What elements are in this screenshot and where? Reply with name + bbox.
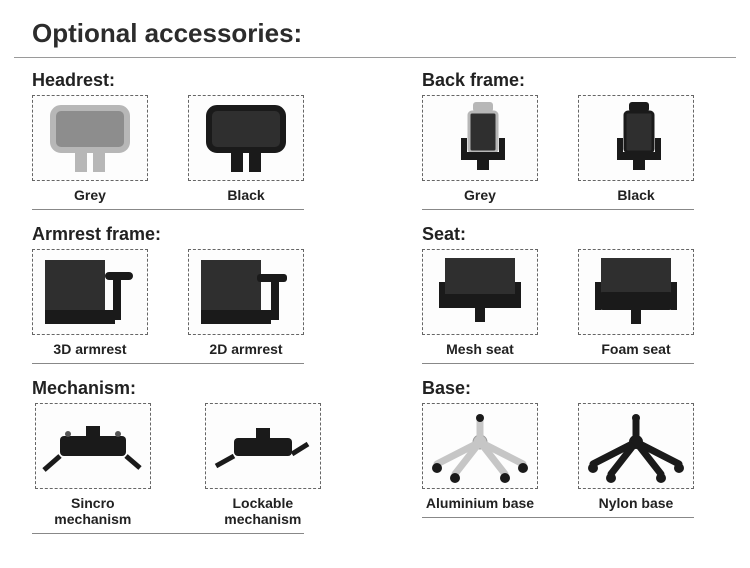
right-section-1: Seat: Mesh seat Foam seat: [422, 224, 722, 364]
option-item: Sincro mechanism: [32, 403, 154, 527]
option-label: Mesh seat: [446, 341, 514, 357]
seat-mesh-icon: [422, 249, 538, 335]
right-column: Back frame: Grey Black Seat: Mesh seat Foam s…: [422, 70, 722, 548]
page-title: Optional accessories:: [32, 18, 736, 49]
option-row: Mesh seat Foam seat: [422, 249, 722, 357]
option-item: Nylon base: [578, 403, 694, 511]
backframe-black-icon: [578, 95, 694, 181]
section-divider: [32, 363, 304, 364]
mech-lockable-icon: [205, 403, 321, 489]
option-item: 3D armrest: [32, 249, 148, 357]
option-row: Grey Black: [422, 95, 722, 203]
section-title: Back frame:: [422, 70, 722, 91]
option-row: Sincro mechanism Lockable mechanism: [32, 403, 332, 527]
option-label: 3D armrest: [53, 341, 126, 357]
section-title: Seat:: [422, 224, 722, 245]
section-divider: [422, 209, 694, 210]
section-title: Armrest frame:: [32, 224, 332, 245]
option-label: Lockable mechanism: [194, 495, 332, 527]
left-column: Headrest: Grey Black Armrest frame: 3D armre…: [32, 70, 332, 548]
mech-sincro-icon: [35, 403, 151, 489]
section-divider: [422, 517, 694, 518]
base-nylon-icon: [578, 403, 694, 489]
option-item: Lockable mechanism: [194, 403, 332, 527]
left-section-0: Headrest: Grey Black: [32, 70, 332, 210]
option-item: 2D armrest: [188, 249, 304, 357]
seat-foam-icon: [578, 249, 694, 335]
option-item: Black: [578, 95, 694, 203]
left-section-2: Mechanism: Sincro mechanism Lockable mecha…: [32, 378, 332, 534]
option-item: Foam seat: [578, 249, 694, 357]
option-item: Black: [188, 95, 304, 203]
option-row: Aluminium base Nylon base: [422, 403, 722, 511]
left-section-1: Armrest frame: 3D armrest 2D armrest: [32, 224, 332, 364]
section-title: Mechanism:: [32, 378, 332, 399]
option-item: Grey: [422, 95, 538, 203]
option-label: Black: [617, 187, 654, 203]
option-row: Grey Black: [32, 95, 332, 203]
section-title: Base:: [422, 378, 722, 399]
armrest-2d-icon: [188, 249, 304, 335]
title-divider: [14, 57, 736, 58]
option-label: Grey: [74, 187, 106, 203]
option-label: Sincro mechanism: [32, 495, 154, 527]
right-section-2: Base: Aluminium base Nylon base: [422, 378, 722, 518]
base-aluminium-icon: [422, 403, 538, 489]
backframe-grey-icon: [422, 95, 538, 181]
option-label: Nylon base: [599, 495, 674, 511]
section-divider: [422, 363, 694, 364]
section-title: Headrest:: [32, 70, 332, 91]
option-label: Aluminium base: [426, 495, 534, 511]
section-divider: [32, 533, 304, 534]
option-item: Aluminium base: [422, 403, 538, 511]
right-section-0: Back frame: Grey Black: [422, 70, 722, 210]
columns-wrapper: Headrest: Grey Black Armrest frame: 3D armre…: [14, 70, 736, 548]
option-label: 2D armrest: [209, 341, 282, 357]
option-label: Foam seat: [601, 341, 670, 357]
option-item: Grey: [32, 95, 148, 203]
headrest-black-icon: [188, 95, 304, 181]
section-divider: [32, 209, 304, 210]
option-label: Grey: [464, 187, 496, 203]
option-label: Black: [227, 187, 264, 203]
headrest-grey-icon: [32, 95, 148, 181]
armrest-3d-icon: [32, 249, 148, 335]
option-row: 3D armrest 2D armrest: [32, 249, 332, 357]
option-item: Mesh seat: [422, 249, 538, 357]
